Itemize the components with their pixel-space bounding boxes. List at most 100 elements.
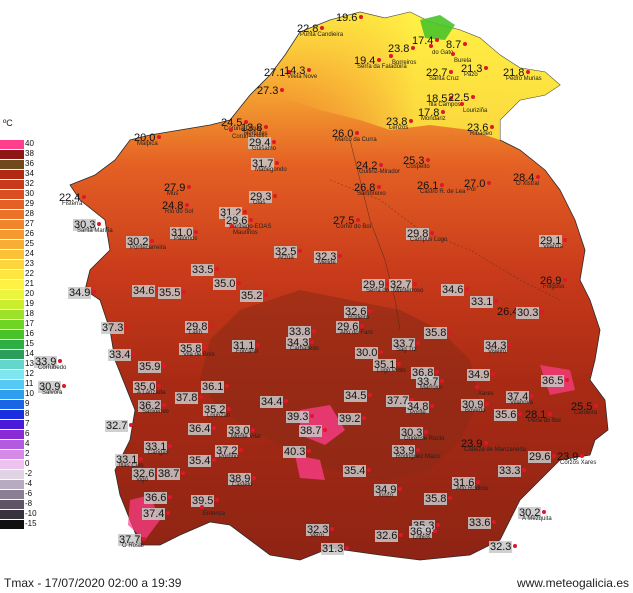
legend-row: 16 xyxy=(0,329,40,339)
legend-swatch xyxy=(0,430,24,439)
legend-row: 38 xyxy=(0,149,40,159)
temperature-map: 22.8 Punta Candieira 19.6 17.4 do Gato 8.7 Bur… xyxy=(34,11,609,561)
legend-row: 29 xyxy=(0,199,40,209)
legend-swatch xyxy=(0,490,24,499)
legend-label: 0 xyxy=(25,459,30,468)
legend-label: 15 xyxy=(25,339,34,348)
legend-swatch xyxy=(0,320,24,329)
legend-label: 38 xyxy=(25,149,34,158)
legend-label: 19 xyxy=(25,299,34,308)
legend-swatch xyxy=(0,190,24,199)
legend-label: 10 xyxy=(25,389,34,398)
legend-row: 18 xyxy=(0,309,40,319)
legend-row: 23 xyxy=(0,259,40,269)
legend-swatch xyxy=(0,480,24,489)
legend-row: 34 xyxy=(0,169,40,179)
legend-swatch xyxy=(0,310,24,319)
legend-row: 4 xyxy=(0,439,40,449)
legend-row: 13 xyxy=(0,359,40,369)
legend-row: 6 xyxy=(0,429,40,439)
legend-row: 25 xyxy=(0,239,40,249)
legend-label: 6 xyxy=(25,429,30,438)
legend-label: 32 xyxy=(25,179,34,188)
legend-label: -6 xyxy=(25,489,33,498)
legend-label: -15 xyxy=(25,519,37,528)
legend-swatch xyxy=(0,500,24,509)
legend-label: 2 xyxy=(25,449,30,458)
legend-row: 28 xyxy=(0,209,40,219)
legend-swatch xyxy=(0,520,24,529)
legend-row: 0 xyxy=(0,459,40,469)
legend-swatch xyxy=(0,160,24,169)
legend-label: 17 xyxy=(25,319,34,328)
legend-row: 17 xyxy=(0,319,40,329)
legend-row: 36 xyxy=(0,159,40,169)
legend-label: 18 xyxy=(25,309,34,318)
legend-swatch xyxy=(0,380,24,389)
legend-row: -2 xyxy=(0,469,40,479)
galicia-map-shape xyxy=(69,11,609,561)
legend-row: 22 xyxy=(0,269,40,279)
legend-swatch xyxy=(0,300,24,309)
legend-swatch xyxy=(0,290,24,299)
legend-label: 8 xyxy=(25,409,30,418)
legend-swatch xyxy=(0,470,24,479)
legend-label: -2 xyxy=(25,469,33,478)
legend-label: 16 xyxy=(25,329,34,338)
legend-swatch xyxy=(0,240,24,249)
river-minho xyxy=(349,139,401,331)
legend-label: 23 xyxy=(25,259,34,268)
legend-swatch xyxy=(0,420,24,429)
legend-swatch xyxy=(0,360,24,369)
legend-swatch xyxy=(0,370,24,379)
legend-swatch xyxy=(0,340,24,349)
province-border xyxy=(329,179,561,301)
legend-row: -10 xyxy=(0,509,40,519)
very-hot-patch-4 xyxy=(295,455,325,480)
legend-row: -15 xyxy=(0,519,40,529)
legend-label: 28 xyxy=(25,209,34,218)
legend-swatch xyxy=(0,330,24,339)
legend-swatch xyxy=(0,350,24,359)
legend-row: 8 xyxy=(0,409,40,419)
site-link[interactable]: www.meteogalicia.es xyxy=(516,576,629,590)
legend-row: 12 xyxy=(0,369,40,379)
legend-label: 22 xyxy=(25,269,34,278)
legend-label: 36 xyxy=(25,159,34,168)
legend-label: 34 xyxy=(25,169,34,178)
legend-label: 14 xyxy=(25,349,34,358)
legend-label: 26 xyxy=(25,229,34,238)
legend-label: 25 xyxy=(25,239,34,248)
legend-swatch xyxy=(0,450,24,459)
legend-label: 13 xyxy=(25,359,34,368)
legend-label: 24 xyxy=(25,249,34,258)
legend-swatch xyxy=(0,510,24,519)
legend-swatch xyxy=(0,220,24,229)
legend-swatch xyxy=(0,150,24,159)
legend-swatch xyxy=(0,250,24,259)
legend-label: 30 xyxy=(25,189,34,198)
legend-row: -8 xyxy=(0,499,40,509)
legend-label: -10 xyxy=(25,509,37,518)
green-cool-patch xyxy=(420,15,455,40)
legend-unit: ºC xyxy=(3,118,13,128)
legend-swatch xyxy=(0,170,24,179)
map-caption: Tmax - 17/07/2020 02:00 a 19:39 xyxy=(4,576,182,590)
legend-label: 12 xyxy=(25,369,34,378)
legend-row: 27 xyxy=(0,219,40,229)
legend-row: 11 xyxy=(0,379,40,389)
legend-row: 32 xyxy=(0,179,40,189)
legend-row: 30 xyxy=(0,189,40,199)
legend-label: -8 xyxy=(25,499,33,508)
legend-row: 26 xyxy=(0,229,40,239)
legend-swatch xyxy=(0,180,24,189)
legend-swatch xyxy=(0,200,24,209)
legend-swatch xyxy=(0,460,24,469)
legend-row: -6 xyxy=(0,489,40,499)
legend-swatch xyxy=(0,230,24,239)
legend-swatch xyxy=(0,390,24,399)
legend-row: -4 xyxy=(0,479,40,489)
legend-row: 19 xyxy=(0,299,40,309)
legend-label: 21 xyxy=(25,279,34,288)
legend-row: 10 xyxy=(0,389,40,399)
